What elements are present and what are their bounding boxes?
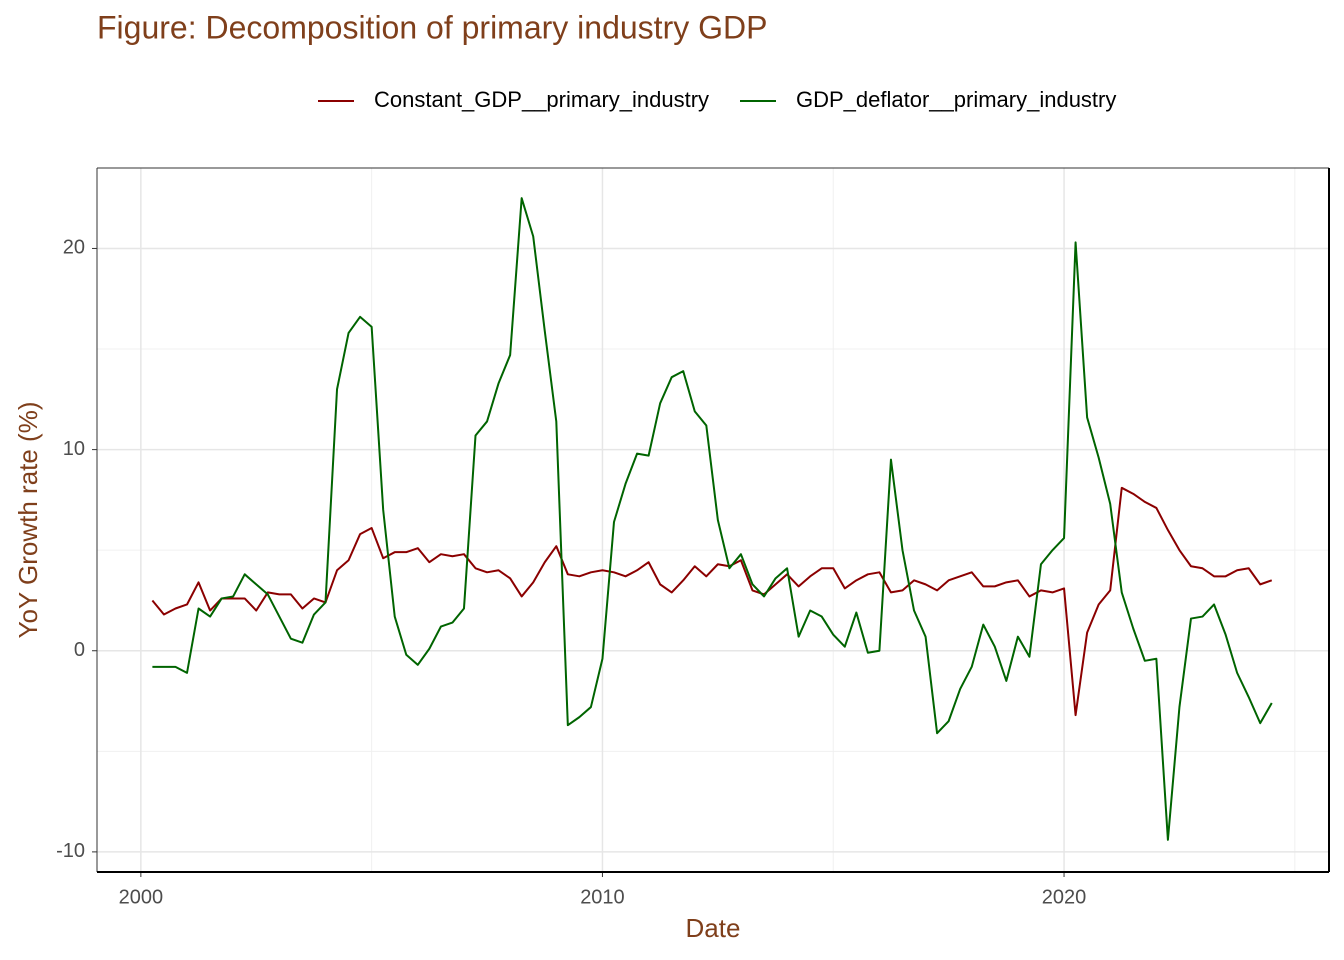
y-tick-label: 10 [63, 438, 85, 460]
series-line [151, 486, 1273, 717]
y-tick-label: -10 [56, 840, 85, 862]
legend-label: Constant_GDP__primary_industry [374, 87, 709, 112]
x-tick-label: 2010 [580, 886, 625, 908]
legend-label: GDP_deflator__primary_industry [796, 87, 1116, 112]
chart-title: Figure: Decomposition of primary industr… [97, 9, 767, 45]
y-axis-title: YoY Growth rate (%) [13, 402, 43, 639]
series-line [152, 197, 1273, 841]
y-tick-label: 0 [74, 639, 85, 661]
x-axis-title: Date [686, 913, 741, 943]
x-tick-label: 2000 [119, 886, 164, 908]
x-tick-label: 2020 [1042, 886, 1087, 908]
y-tick-label: 20 [63, 237, 85, 259]
